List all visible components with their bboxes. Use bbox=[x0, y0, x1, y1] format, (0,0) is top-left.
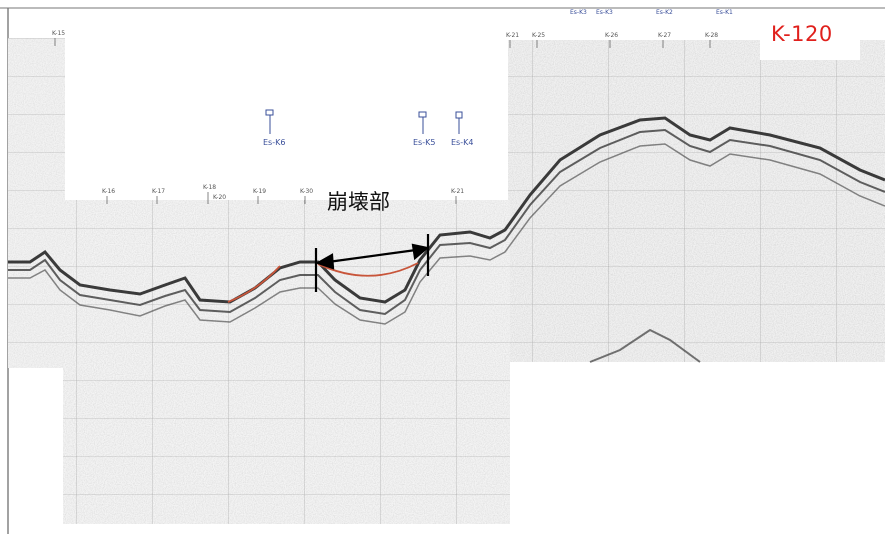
top-marker-label: Es-K2 bbox=[656, 9, 673, 16]
top-marker-label: K-26 bbox=[605, 32, 618, 39]
station-label: Es-K4 bbox=[451, 138, 473, 147]
mid-marker-label: K-18 bbox=[203, 184, 216, 191]
collapse-scarp-trace bbox=[227, 262, 419, 303]
top-marker-label: K-21 bbox=[506, 32, 519, 39]
right-record-panel bbox=[508, 40, 885, 362]
mid-marker-label: K-21 bbox=[451, 188, 464, 195]
mid-marker-label: K-30 bbox=[300, 188, 313, 195]
mid-marker-label: K-17 bbox=[152, 188, 165, 195]
profile-label: K-120 bbox=[771, 22, 833, 46]
shot-point-ticks bbox=[54, 38, 711, 204]
mid-marker-label: K-16 bbox=[102, 188, 115, 195]
seabed-reflector bbox=[8, 116, 885, 363]
collapse-extent-arrow bbox=[314, 234, 430, 292]
station-label: Es-K5 bbox=[413, 138, 435, 147]
collapse-annotation: 崩壊部 bbox=[327, 190, 390, 214]
top-marker-label: Es-K3 bbox=[570, 9, 587, 16]
station-markers bbox=[265, 109, 463, 134]
top-marker-label: K-28 bbox=[705, 32, 718, 39]
top-marker-label: K-15 bbox=[52, 30, 65, 37]
mid-marker-label: K-19 bbox=[253, 188, 266, 195]
center-record-panel bbox=[63, 200, 510, 524]
top-marker-label: K-25 bbox=[532, 32, 545, 39]
station-label: Es-K6 bbox=[263, 138, 285, 147]
top-marker-label: Es-K1 bbox=[716, 9, 733, 16]
mid-marker-label: K-20 bbox=[213, 194, 226, 201]
left-record-panel bbox=[8, 38, 65, 368]
profile-label-box bbox=[760, 14, 860, 60]
top-marker-label: Es-K3 bbox=[596, 9, 613, 16]
top-marker-label: K-27 bbox=[658, 32, 671, 39]
